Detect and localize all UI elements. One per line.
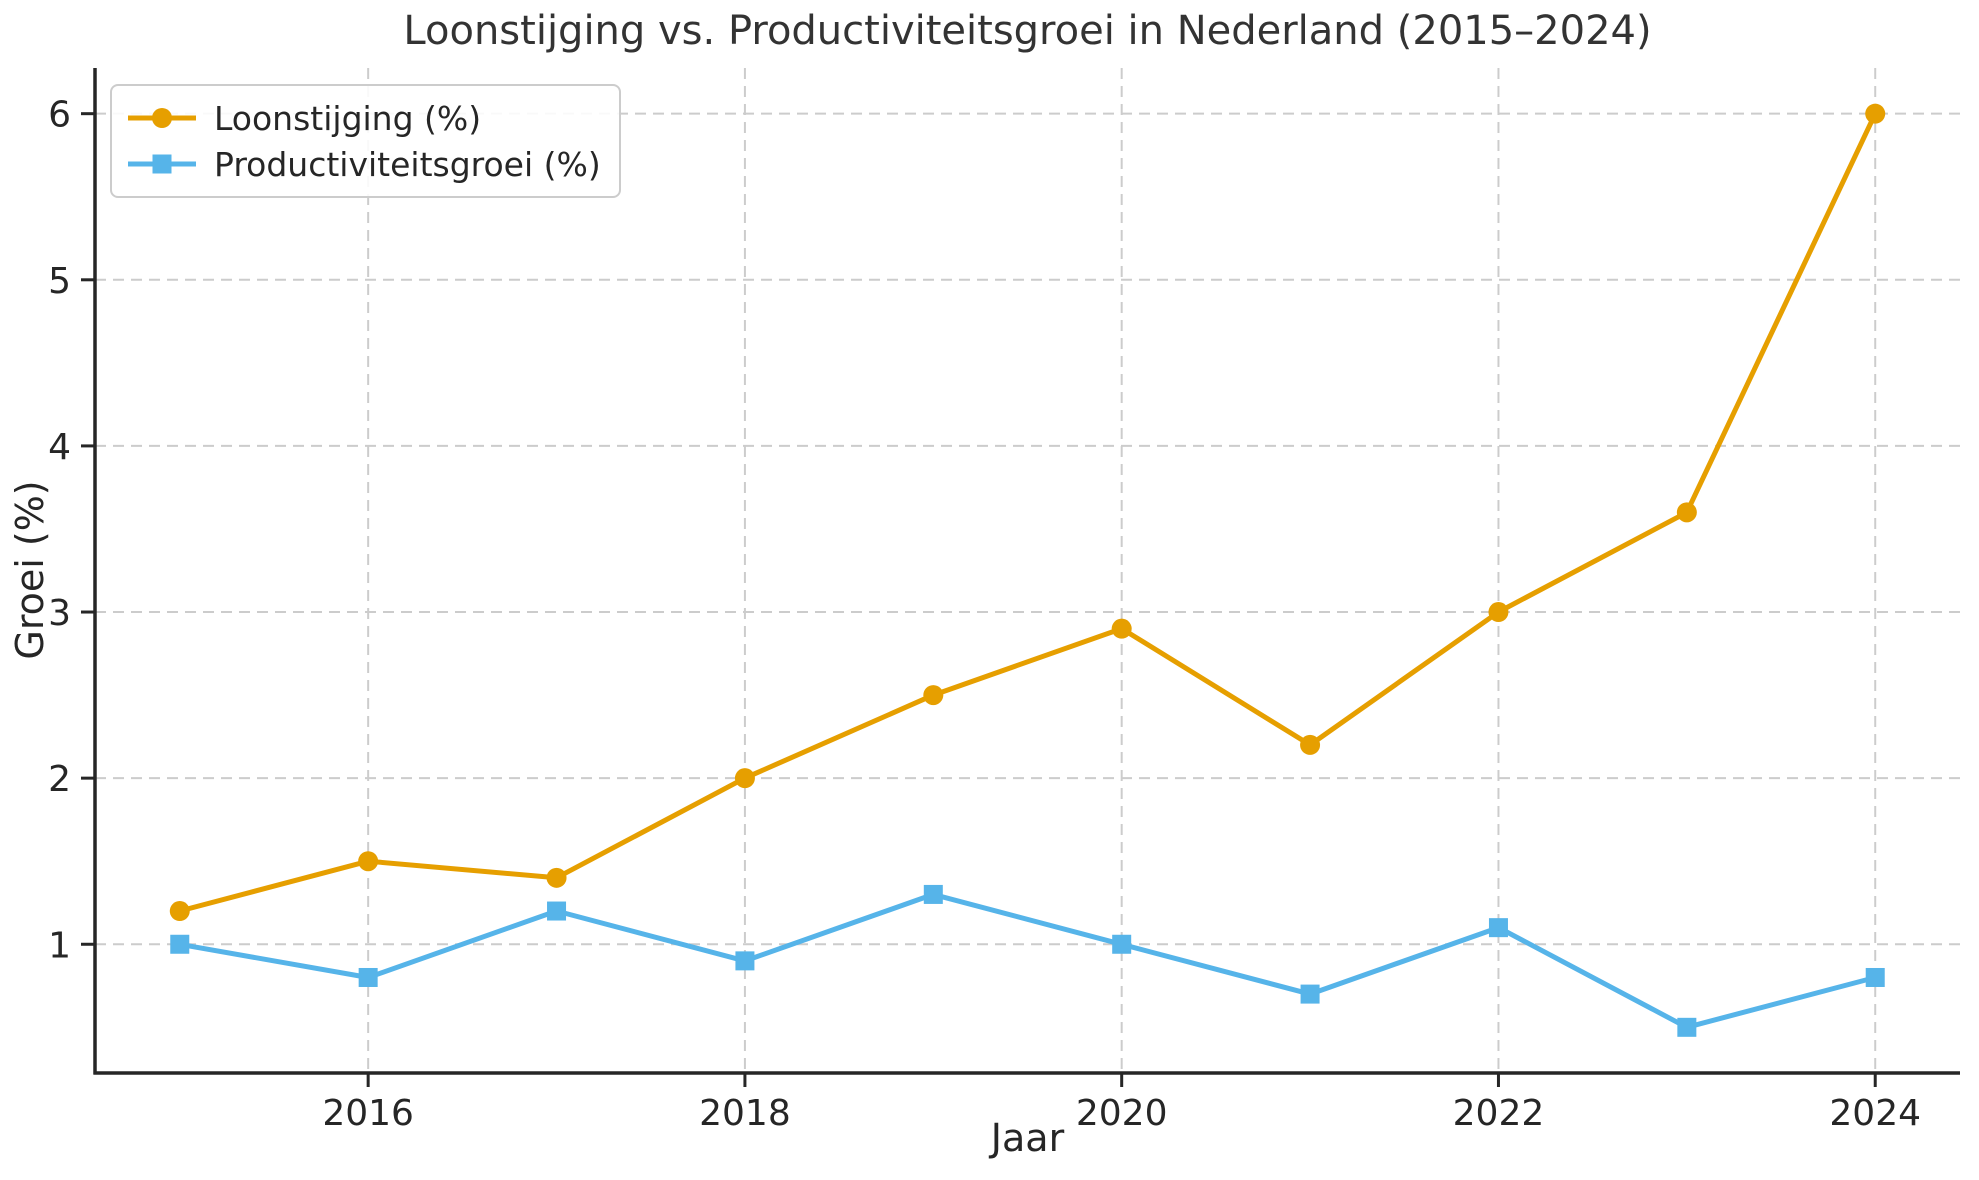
y-tick-label: 3	[48, 593, 71, 634]
series-line	[177, 891, 1878, 1030]
legend-label-loonstijging: Loonstijging (%)	[214, 98, 482, 138]
data-point-circle	[1300, 734, 1321, 755]
data-point-circle	[923, 685, 944, 706]
data-point-circle	[1676, 502, 1697, 523]
legend-item-loonstijging: Loonstijging (%)	[126, 98, 601, 138]
data-point-circle	[546, 867, 567, 888]
data-point-circle	[734, 768, 755, 789]
data-point-square	[170, 934, 190, 954]
chart-title: Loonstijging vs. Productiviteitsgroei in…	[403, 8, 1652, 54]
data-point-square	[547, 901, 567, 921]
legend: Loonstijging (%) Productiviteitsgroei (%…	[110, 84, 621, 198]
axis-ticks: 1 2 3 4 5 6 2016 2018 2020 2022 2024	[48, 95, 1921, 1134]
series-productiviteitsgroei	[170, 884, 1885, 1037]
data-point-circle	[358, 851, 379, 872]
x-axis-label: Jaar	[990, 1116, 1065, 1160]
data-point-square	[1112, 934, 1132, 954]
y-tick-label: 4	[48, 427, 71, 468]
data-point-square	[735, 951, 755, 971]
data-point-square	[1865, 967, 1885, 987]
x-tick-label: 2020	[1076, 1093, 1168, 1134]
series-loonstijging	[169, 103, 1886, 922]
series-line	[177, 111, 1878, 914]
line-square-marker-icon	[128, 154, 196, 174]
data-point-circle	[169, 901, 190, 922]
y-tick-label: 6	[48, 95, 71, 136]
legend-label-productiviteitsgroei: Productiviteitsgroei (%)	[214, 144, 601, 184]
y-tick-label: 1	[48, 925, 71, 966]
axes-spines	[93, 68, 1960, 1075]
data-point-square	[1300, 984, 1320, 1004]
data-point-square	[358, 967, 378, 987]
x-tick-label: 2024	[1829, 1093, 1921, 1134]
data-point-circle	[1488, 602, 1509, 623]
x-tick-label: 2022	[1453, 1093, 1545, 1134]
x-tick-label: 2016	[322, 1093, 414, 1134]
data-point-circle	[1111, 618, 1132, 639]
legend-item-productiviteitsgroei: Productiviteitsgroei (%)	[126, 144, 601, 184]
gridlines	[95, 68, 1960, 1073]
y-tick-label: 2	[48, 759, 71, 800]
x-tick-label: 2018	[699, 1093, 791, 1134]
line-circle-marker-icon	[128, 108, 196, 128]
data-point-circle	[1865, 103, 1886, 124]
data-point-square	[1677, 1017, 1697, 1037]
data-point-square	[923, 884, 943, 904]
y-tick-label: 5	[48, 261, 71, 302]
data-point-square	[1488, 918, 1508, 938]
